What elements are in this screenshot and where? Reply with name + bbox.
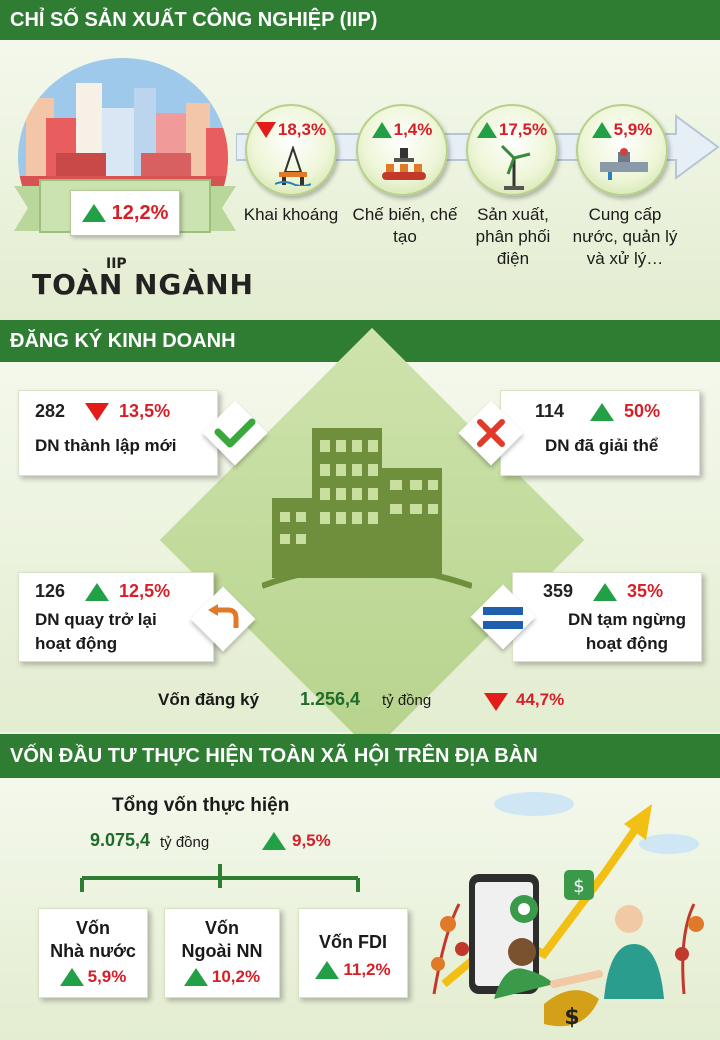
capital-amount: 1.256,4 (300, 689, 361, 709)
investment-section-header: VỐN ĐẦU TƯ THỰC HIỆN TOÀN XÃ HỘI TRÊN ĐỊ… (0, 734, 720, 778)
up-triangle-icon (591, 122, 612, 138)
up-triangle-icon (183, 968, 208, 986)
business-title: ĐĂNG KÝ KINH DOANH (10, 329, 236, 352)
state-capital-change: 5,9% (87, 967, 127, 986)
up-triangle-icon (371, 122, 392, 138)
factory-conveyor-icon (382, 148, 426, 180)
returned-business-count: 126 (35, 581, 66, 601)
investment-title: VỐN ĐẦU TƯ THỰC HIỆN TOÀN XÃ HỘI TRÊN ĐỊ… (10, 744, 538, 767)
dissolved-business-card: 114 50% DN đã giải thể (500, 390, 700, 476)
equals-icon (483, 607, 523, 629)
suspended-business-change: 35% (627, 581, 664, 601)
new-business-count: 282 (35, 401, 66, 421)
sector-water-label: Cung cấp nước, quản lý và xử lý… (572, 205, 678, 268)
iip-total-badge: 12,2% (70, 190, 180, 236)
investment-total-label: Tổng vốn thực hiện (112, 795, 290, 816)
sector-manufacturing-circle: 1,4% (356, 104, 448, 196)
up-triangle-icon (81, 204, 106, 222)
investment-illustration: $ $ (431, 792, 704, 1030)
water-pipe-icon (600, 148, 648, 180)
office-building-illustration (262, 428, 472, 589)
down-triangle-icon (255, 122, 276, 138)
suspended-business-card: 359 35% DN tạm ngừng hoạt động (512, 572, 702, 662)
up-triangle-icon (315, 961, 340, 979)
svg-text:$: $ (564, 1005, 579, 1030)
nonstate-capital-line1: Vốn (205, 918, 239, 938)
sector-electricity-circle: 17,5% (466, 104, 558, 196)
fdi-capital-line1: Vốn FDI (319, 932, 387, 952)
iip-title: CHỈ SỐ SẢN XUẤT CÔNG NGHIỆP (IIP) (10, 8, 378, 31)
dissolved-business-change: 50% (624, 401, 661, 421)
fdi-capital-change: 11,2% (343, 960, 391, 979)
new-business-change: 13,5% (119, 401, 171, 421)
sector-mining-value: 18,3% (277, 120, 327, 139)
sector-mining-label: Khai khoáng (243, 205, 339, 224)
checkmark-icon (214, 418, 256, 448)
sector-electricity-value: 17,5% (498, 120, 548, 139)
sector-manufacturing-label: Chế biến, chế tạo (352, 205, 458, 246)
sector-manufacturing-value: 1,4% (393, 120, 433, 139)
nonstate-capital-change: 10,2% (211, 967, 261, 986)
nonstate-capital-box: Vốn Ngoài NN 10,2% (164, 908, 280, 998)
capital-unit: tỷ đồng (382, 692, 432, 709)
capital-change: 44,7% (516, 690, 565, 709)
new-business-card: 282 13,5% DN thành lập mới (18, 390, 218, 476)
nonstate-capital-line2: Ngoài NN (181, 941, 263, 961)
oil-rig-icon (275, 146, 311, 186)
wind-turbine-icon (500, 144, 531, 190)
new-business-label: DN thành lập mới (35, 436, 177, 455)
up-triangle-icon (590, 402, 615, 421)
returned-business-change: 12,5% (119, 581, 171, 601)
sector-water-circle: 5,9% (576, 104, 668, 196)
iip-total-label-top: IIP (106, 256, 127, 272)
up-triangle-icon (476, 122, 497, 138)
state-capital-box: Vốn Nhà nước 5,9% (38, 908, 148, 998)
investment-total-change: 9,5% (292, 831, 331, 850)
sector-water-value: 5,9% (613, 120, 653, 139)
investment-total-amount: 9.075,4 (90, 830, 151, 850)
state-capital-line1: Vốn (76, 918, 110, 938)
capital-label: Vốn đăng ký (158, 690, 260, 709)
svg-text:$: $ (573, 876, 584, 897)
dissolved-business-label: DN đã giải thể (545, 436, 659, 455)
iip-section-header: CHỈ SỐ SẢN XUẤT CÔNG NGHIỆP (IIP) (0, 0, 720, 40)
fdi-capital-box: Vốn FDI 11,2% (298, 908, 408, 998)
suspended-business-count: 359 (543, 581, 574, 601)
up-triangle-icon (59, 968, 84, 986)
cross-icon (477, 419, 505, 447)
investment-total-unit: tỷ đồng (160, 834, 210, 851)
sector-mining-circle: 18,3% (245, 104, 337, 196)
suspended-business-label: DN tạm ngừng hoạt động (567, 610, 687, 653)
dissolved-business-count: 114 (535, 401, 565, 421)
down-triangle-icon (85, 402, 110, 421)
up-triangle-icon (85, 582, 110, 601)
investment-bracket (80, 864, 360, 892)
iip-total-label-main: TOÀN NGÀNH (32, 268, 254, 301)
sector-electricity-label: Sản xuất, phân phối điện (475, 205, 551, 268)
city-skyline-illustration (18, 58, 228, 188)
returned-business-card: 126 12,5% DN quay trở lại hoạt động (18, 572, 214, 662)
iip-total-value: 12,2% (111, 201, 169, 224)
returned-business-label: DN quay trở lại hoạt động (35, 610, 157, 653)
up-triangle-icon (262, 832, 286, 850)
return-arrow-icon (208, 604, 239, 628)
down-triangle-icon (484, 693, 508, 711)
state-capital-line2: Nhà nước (50, 941, 136, 961)
up-triangle-icon (593, 582, 618, 601)
